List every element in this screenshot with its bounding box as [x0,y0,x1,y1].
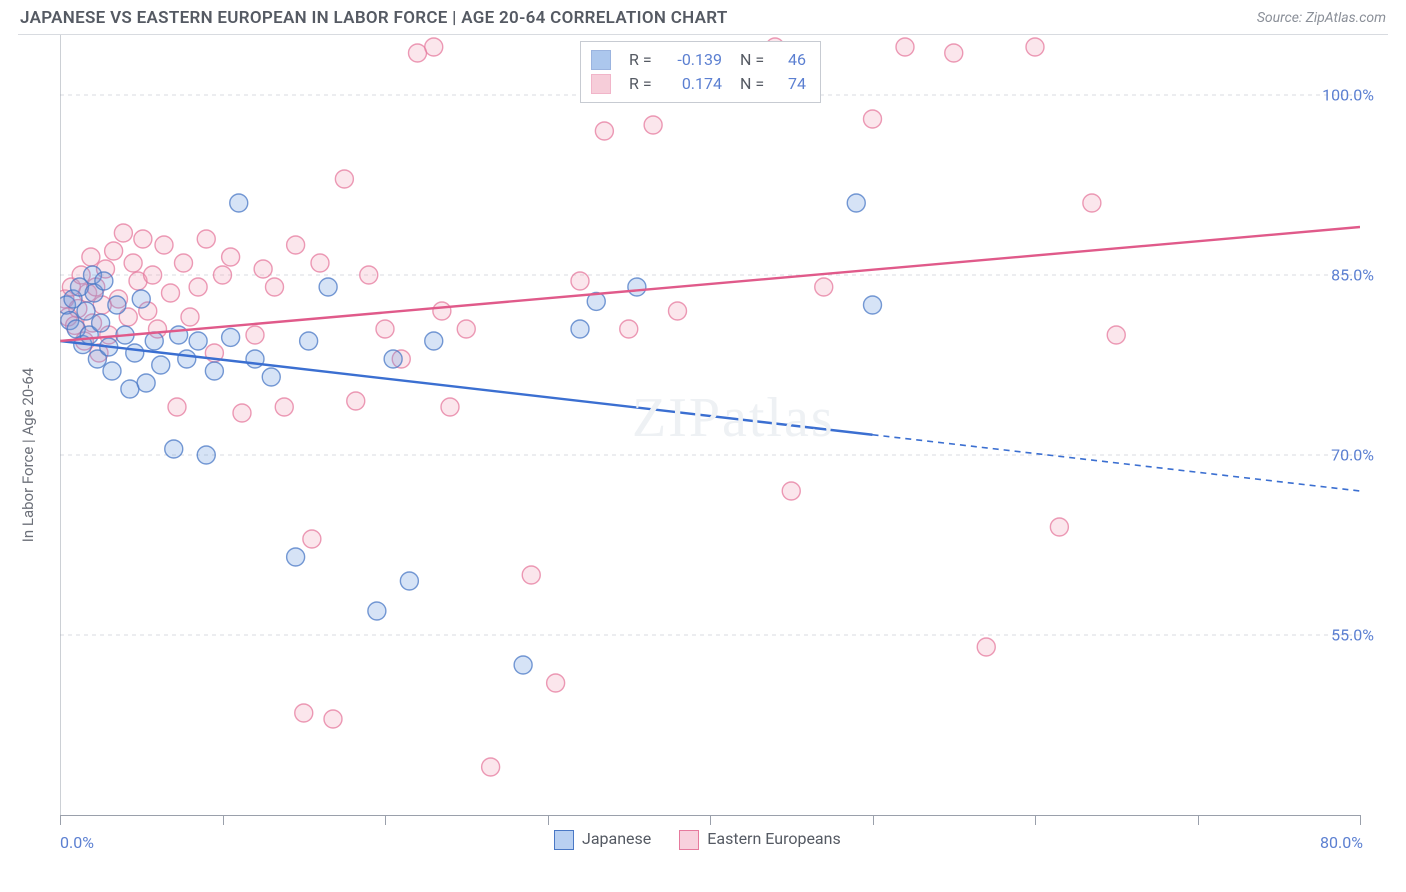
x-tick [1035,815,1036,825]
stats-legend: R = -0.139 N = 46 R = 0.174 N = 74 [580,41,821,103]
watermark: ZIPatlas [632,386,835,450]
legend-swatch [679,830,699,850]
x-tick [873,815,874,825]
legend-label: Japanese [582,829,651,848]
x-tick [1198,815,1199,825]
r-label: R = [629,72,657,96]
x-tick [60,815,61,825]
r-value: -0.139 [667,48,722,72]
x-tick [223,815,224,825]
r-value: 0.174 [667,72,722,96]
n-label: N = [740,72,768,96]
chart-container: In Labor Force | Age 20-64 ZIPatlas 100.0… [18,34,1388,874]
n-value: 74 [778,72,806,96]
legend-item: Japanese [554,829,651,850]
y-tick-label: 85.0% [1331,266,1374,285]
series-legend: Japanese Eastern Europeans [554,829,841,850]
x-min-label: 0.0% [60,833,94,852]
r-label: R = [629,48,657,72]
legend-swatch [554,830,574,850]
x-max-label: 80.0% [1320,833,1363,852]
legend-swatch [591,50,611,70]
stats-row: R = -0.139 N = 46 [591,48,806,72]
x-tick [548,815,549,825]
x-tick [710,815,711,825]
n-label: N = [740,48,768,72]
legend-item: Eastern Europeans [679,829,840,850]
y-tick-label: 100.0% [1322,86,1374,105]
y-tick-label: 70.0% [1331,446,1374,465]
stats-row: R = 0.174 N = 74 [591,72,806,96]
n-value: 46 [778,48,806,72]
legend-swatch [591,74,611,94]
legend-label: Eastern Europeans [707,829,840,848]
x-tick [1360,815,1361,825]
x-tick [385,815,386,825]
y-tick-label: 55.0% [1331,626,1374,645]
y-axis-label: In Labor Force | Age 20-64 [19,367,37,541]
chart-title: JAPANESE VS EASTERN EUROPEAN IN LABOR FO… [20,8,728,28]
source-attribution: Source: ZipAtlas.com [1257,10,1386,26]
